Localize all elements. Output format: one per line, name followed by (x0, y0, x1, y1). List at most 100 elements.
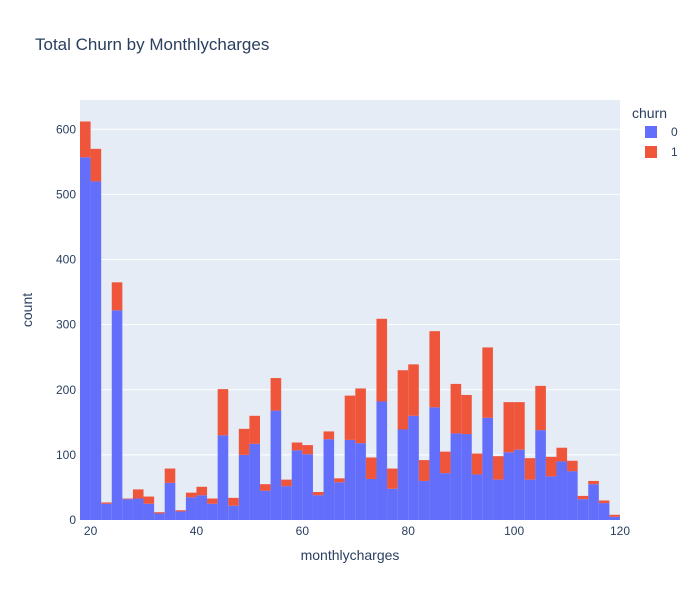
bar-stack[interactable] (196, 486, 208, 520)
bar-churn-0[interactable] (249, 443, 260, 520)
bar-stack[interactable] (312, 492, 324, 520)
bar-churn-0[interactable] (503, 452, 515, 520)
bar-churn-0[interactable] (397, 429, 409, 520)
bar-churn-1[interactable] (440, 451, 451, 474)
bar-churn-0[interactable] (101, 503, 112, 520)
legend-item[interactable]: 1 (645, 145, 678, 159)
bar-stack[interactable] (376, 318, 388, 520)
bar-stack[interactable] (524, 458, 536, 520)
bar-stack[interactable] (143, 496, 155, 520)
bar-churn-0[interactable] (482, 417, 493, 520)
bar-churn-1[interactable] (291, 442, 303, 451)
legend-item[interactable]: 0 (645, 125, 678, 139)
bar-churn-1[interactable] (556, 447, 568, 462)
bar-stack[interactable] (609, 514, 620, 520)
bar-churn-0[interactable] (588, 484, 599, 520)
bar-stack[interactable] (588, 480, 599, 520)
bar-churn-0[interactable] (291, 450, 303, 520)
bar-stack[interactable] (344, 395, 356, 520)
bar-churn-1[interactable] (609, 514, 620, 517)
bar-churn-0[interactable] (524, 479, 536, 520)
bar-stack[interactable] (260, 484, 271, 520)
bar-stack[interactable] (323, 431, 335, 520)
bar-stack[interactable] (291, 442, 303, 520)
bar-churn-1[interactable] (524, 458, 536, 480)
bar-stack[interactable] (154, 512, 165, 520)
bar-churn-1[interactable] (302, 445, 313, 455)
bar-churn-1[interactable] (80, 121, 91, 158)
bar-stack[interactable] (207, 498, 218, 520)
bar-stack[interactable] (577, 495, 589, 520)
bar-churn-0[interactable] (408, 415, 419, 520)
bar-churn-1[interactable] (270, 378, 282, 411)
bar-stack[interactable] (228, 497, 239, 520)
bar-stack[interactable] (80, 121, 91, 521)
bar-churn-0[interactable] (260, 490, 271, 520)
bar-churn-1[interactable] (207, 498, 218, 504)
bar-churn-0[interactable] (143, 503, 155, 520)
bar-churn-0[interactable] (323, 439, 335, 520)
bar-churn-0[interactable] (217, 435, 229, 520)
bar-churn-0[interactable] (270, 410, 282, 520)
bar-churn-0[interactable] (355, 443, 366, 520)
bar-churn-1[interactable] (567, 460, 578, 472)
bar-churn-1[interactable] (598, 500, 610, 504)
bar-stack[interactable] (365, 457, 377, 520)
bar-stack[interactable] (238, 428, 250, 520)
bar-stack[interactable] (270, 378, 282, 520)
bar-churn-1[interactable] (249, 415, 260, 444)
legend-items[interactable]: 01 (645, 125, 678, 159)
bar-churn-0[interactable] (365, 478, 377, 520)
bar-churn-0[interactable] (387, 488, 398, 520)
bar-stack[interactable] (535, 385, 546, 520)
bar-churn-0[interactable] (228, 505, 239, 520)
bar-stack[interactable] (249, 415, 260, 520)
bar-churn-1[interactable] (132, 489, 144, 499)
bar-churn-1[interactable] (164, 468, 176, 483)
bar-churn-0[interactable] (567, 471, 578, 520)
bar-churn-1[interactable] (461, 394, 472, 435)
bar-churn-1[interactable] (397, 370, 409, 430)
bar-stack[interactable] (101, 502, 112, 520)
bar-churn-0[interactable] (577, 499, 589, 520)
bar-churn-1[interactable] (503, 402, 515, 453)
bar-stack[interactable] (545, 456, 557, 520)
bar-stack[interactable] (567, 460, 578, 520)
bar-churn-0[interactable] (429, 407, 440, 520)
bar-churn-1[interactable] (450, 383, 462, 434)
bar-stack[interactable] (217, 389, 229, 520)
bar-stack[interactable] (302, 445, 313, 520)
bar-churn-0[interactable] (471, 474, 483, 520)
bar-stack[interactable] (429, 331, 440, 520)
bar-churn-1[interactable] (545, 456, 557, 477)
bar-stack[interactable] (492, 456, 504, 520)
bar-churn-1[interactable] (482, 347, 493, 418)
bar-churn-1[interactable] (281, 479, 292, 487)
bar-churn-0[interactable] (164, 482, 176, 520)
bar-churn-0[interactable] (154, 513, 165, 520)
bar-churn-0[interactable] (461, 434, 472, 520)
bar-churn-0[interactable] (514, 449, 525, 520)
bar-churn-0[interactable] (535, 430, 546, 520)
bar-churn-1[interactable] (344, 395, 356, 440)
bar-churn-1[interactable] (418, 460, 430, 481)
bar-churn-0[interactable] (609, 516, 620, 520)
bar-churn-1[interactable] (185, 492, 197, 498)
bar-churn-1[interactable] (492, 456, 504, 480)
bar-churn-1[interactable] (122, 498, 133, 500)
bar-stack[interactable] (556, 447, 568, 520)
bar-churn-0[interactable] (492, 479, 504, 520)
bar-stack[interactable] (387, 468, 398, 520)
bar-churn-0[interactable] (196, 495, 208, 520)
bar-churn-0[interactable] (238, 454, 250, 520)
bar-churn-1[interactable] (238, 428, 250, 455)
bar-churn-1[interactable] (514, 402, 525, 450)
bar-churn-0[interactable] (302, 454, 313, 520)
bar-stack[interactable] (418, 460, 430, 520)
bar-stack[interactable] (450, 383, 462, 520)
bar-churn-1[interactable] (111, 282, 123, 311)
bar-churn-0[interactable] (175, 511, 186, 520)
bar-churn-1[interactable] (312, 492, 324, 496)
bar-stack[interactable] (175, 510, 186, 520)
bar-stack[interactable] (408, 364, 419, 520)
